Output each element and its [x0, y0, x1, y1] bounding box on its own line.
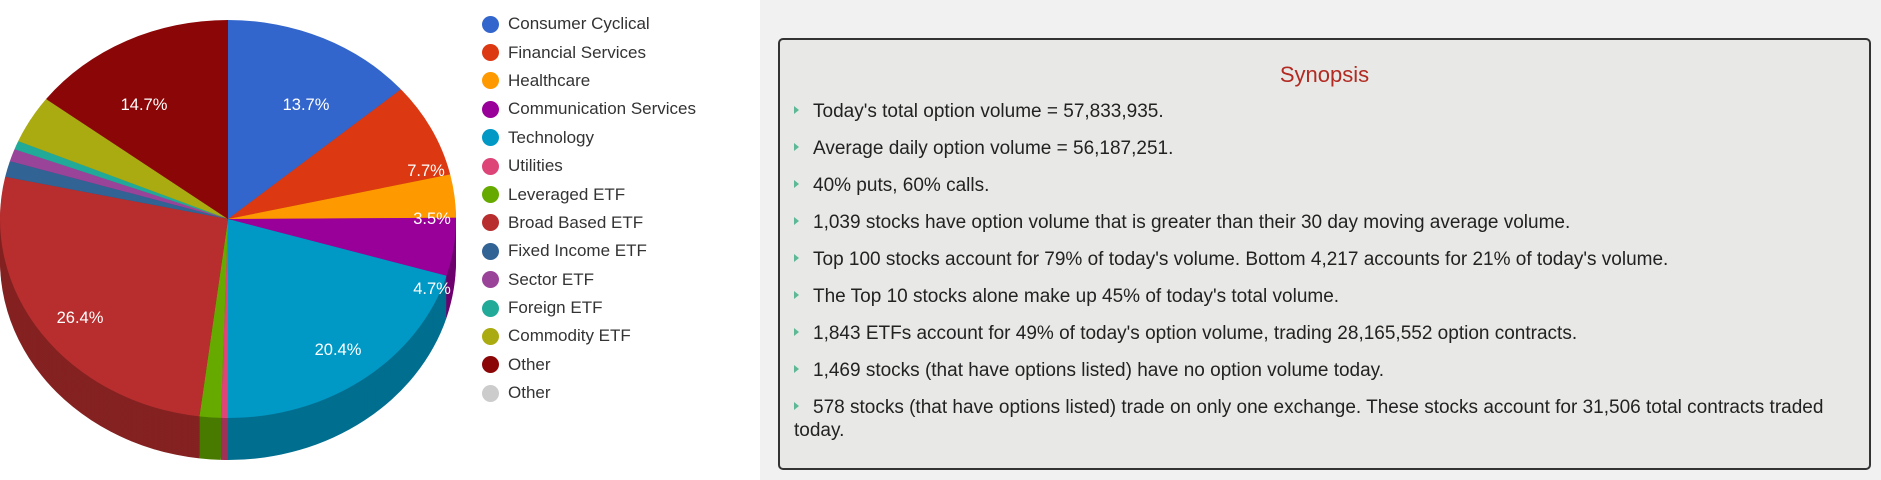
synopsis-item: 1,469 stocks (that have options listed) … — [794, 359, 1855, 382]
legend-dot-icon — [482, 356, 499, 374]
legend-item[interactable]: Healthcare — [482, 67, 696, 95]
legend-label: Communication Services — [508, 99, 697, 119]
legend-dot-icon — [482, 15, 499, 33]
synopsis-item: 1,039 stocks have option volume that is … — [794, 211, 1855, 234]
synopsis-item-text: Top 100 stocks account for 79% of today'… — [813, 249, 1669, 270]
pie-slice[interactable] — [14, 141, 228, 219]
legend-dot-icon — [482, 242, 499, 260]
synopsis-item: Top 100 stocks account for 79% of today'… — [794, 248, 1855, 271]
legend-label: Leveraged ETF — [508, 184, 626, 204]
synopsis-item: The Top 10 stocks alone make up 45% of t… — [794, 285, 1855, 308]
legend-dot-icon — [482, 186, 499, 204]
legend-dot-icon — [482, 384, 499, 402]
legend-item[interactable]: Consumer Cyclical — [482, 10, 696, 38]
synopsis-item-text: Today's total option volume = 57,833,935… — [813, 101, 1164, 122]
pie-slice[interactable] — [220, 219, 228, 418]
legend-dot-icon — [482, 157, 499, 175]
pie-slice[interactable] — [228, 20, 401, 219]
legend-dot-icon — [482, 271, 499, 289]
legend-item[interactable]: Foreign ETF — [482, 294, 696, 322]
synopsis-item-text: 1,843 ETFs account for 49% of today's op… — [813, 323, 1578, 344]
bullet-triangle-icon — [794, 253, 799, 262]
legend-label: Other — [508, 354, 551, 374]
legend-label: Commodity ETF — [508, 326, 631, 346]
legend-label: Sector ETF — [508, 269, 594, 289]
pie-slice[interactable] — [5, 161, 229, 219]
legend-item[interactable]: Leveraged ETF — [482, 180, 696, 208]
legend-label: Consumer Cyclical — [508, 14, 650, 34]
synopsis-list: Today's total option volume = 57,833,935… — [780, 100, 1869, 442]
pie-slice[interactable] — [228, 174, 456, 219]
bullet-triangle-icon — [794, 290, 799, 299]
synopsis-item: 578 stocks (that have options listed) tr… — [794, 396, 1855, 442]
legend-item[interactable]: Financial Services — [482, 38, 696, 66]
legend-label: Fixed Income ETF — [508, 241, 647, 261]
synopsis-item-text: 578 stocks (that have options listed) tr… — [794, 397, 1824, 441]
legend-label: Technology — [508, 127, 595, 147]
synopsis-item-text: Average daily option volume = 56,187,251… — [813, 138, 1174, 159]
bullet-triangle-icon — [794, 179, 799, 188]
bullet-triangle-icon — [794, 364, 799, 373]
legend-dot-icon — [482, 100, 499, 118]
pie-data-label: 20.4% — [315, 341, 362, 359]
synopsis-item: Today's total option volume = 57,833,935… — [794, 100, 1855, 123]
synopsis-item-text: 1,039 stocks have option volume that is … — [813, 212, 1571, 233]
synopsis-title: Synopsis — [1279, 62, 1370, 87]
legend-item[interactable]: Other — [482, 379, 696, 407]
legend-label: Utilities — [508, 156, 563, 176]
synopsis-panel: Synopsis Today's total option volume = 5… — [778, 38, 1871, 470]
synopsis-item: 40% puts, 60% calls. — [794, 174, 1855, 197]
legend-label: Other — [508, 383, 551, 403]
legend-label: Foreign ETF — [508, 298, 603, 318]
bullet-triangle-icon — [794, 327, 799, 336]
pie-slice[interactable] — [228, 217, 456, 276]
legend-dot-icon — [482, 299, 499, 317]
chart-legend: Consumer Cyclical Financial Services Healt… — [482, 10, 696, 407]
legend-dot-icon — [482, 44, 499, 62]
synopsis-item: Average daily option volume = 56,187,251… — [794, 137, 1855, 160]
synopsis-item-text: 40% puts, 60% calls. — [813, 175, 990, 196]
bullet-triangle-icon — [794, 401, 799, 410]
legend-label: Financial Services — [508, 42, 646, 62]
pie-slice[interactable] — [18, 99, 229, 219]
legend-item[interactable]: Commodity ETF — [482, 322, 696, 350]
pie-data-label: 26.4% — [57, 309, 104, 327]
legend-dot-icon — [482, 214, 499, 232]
pie-slice[interactable] — [228, 219, 447, 418]
bullet-triangle-icon — [794, 142, 799, 151]
legend-item[interactable]: Fixed Income ETF — [482, 237, 696, 265]
legend-label: Broad Based ETF — [508, 212, 644, 232]
bullet-triangle-icon — [794, 105, 799, 114]
legend-label: Healthcare — [508, 70, 591, 90]
legend-item[interactable]: Broad Based ETF — [482, 209, 696, 237]
legend-item[interactable]: Other — [482, 351, 696, 379]
pie-data-label: 13.7% — [283, 96, 330, 114]
legend-dot-icon — [482, 129, 499, 147]
pie-data-label: 4.7% — [413, 280, 451, 298]
synopsis-item-text: 1,469 stocks (that have options listed) … — [813, 360, 1385, 381]
pie-chart: 13.7% 7.7% 3.5% 4.7% 20.4% 26.4% 14.7% — [0, 20, 457, 460]
pie-slice[interactable] — [199, 219, 228, 418]
pie-slice[interactable] — [46, 20, 228, 219]
bullet-triangle-icon — [794, 216, 799, 225]
pie-data-label: 3.5% — [413, 210, 451, 228]
legend-item[interactable]: Technology — [482, 124, 696, 152]
synopsis-item-text: The Top 10 stocks alone make up 45% of t… — [813, 286, 1340, 307]
pie-data-label: 7.7% — [407, 162, 445, 180]
legend-item[interactable]: Utilities — [482, 152, 696, 180]
pie-data-label: 14.7% — [121, 96, 168, 114]
pie-slice[interactable] — [9, 149, 228, 219]
synopsis-item: 1,843 ETFs account for 49% of today's op… — [794, 322, 1855, 345]
pie-slice[interactable] — [228, 89, 451, 219]
legend-item[interactable]: Communication Services — [482, 95, 696, 123]
legend-item[interactable]: Sector ETF — [482, 266, 696, 294]
legend-dot-icon — [482, 72, 499, 90]
pie-slice[interactable] — [0, 176, 228, 417]
legend-dot-icon — [482, 327, 499, 345]
